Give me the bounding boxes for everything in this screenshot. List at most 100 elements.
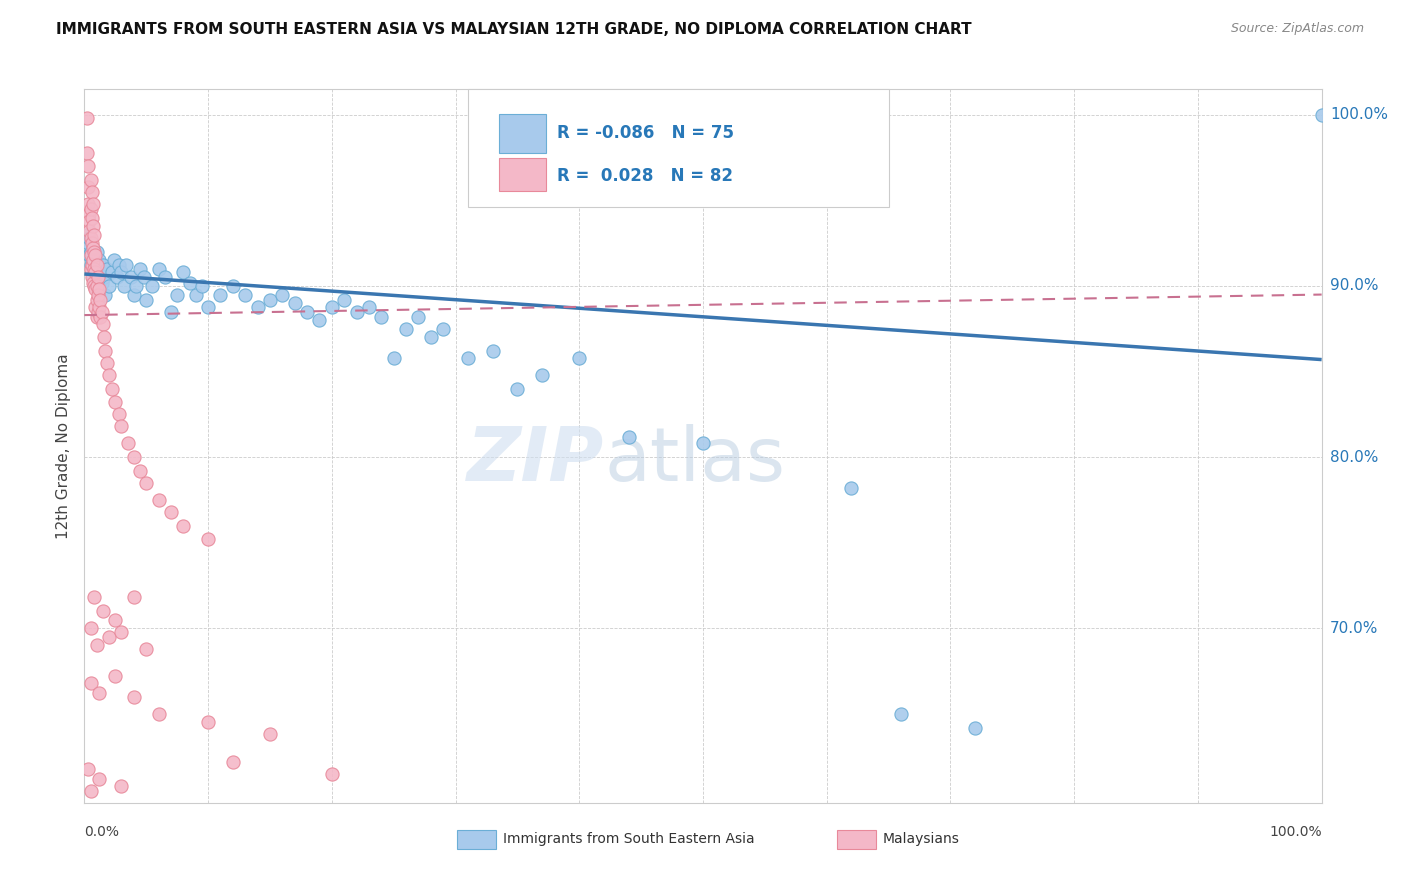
Point [76, 145, 98, 160]
Point [890, 706, 912, 721]
Point [86, 279, 108, 293]
Point [83, 244, 105, 259]
Text: R = -0.086   N = 75: R = -0.086 N = 75 [557, 125, 734, 143]
Point [432, 322, 454, 336]
Point [135, 293, 157, 307]
Point [110, 419, 132, 434]
Point [82, 276, 104, 290]
Point [86, 270, 108, 285]
Text: ZIP: ZIP [467, 424, 605, 497]
Point [79, 173, 101, 187]
Point [100, 382, 122, 396]
Point [481, 344, 503, 359]
Point [222, 279, 245, 293]
Point [87, 270, 110, 285]
Point [148, 706, 170, 721]
Point [122, 591, 145, 605]
Point [89, 253, 111, 268]
Point [86, 244, 108, 259]
Point [86, 310, 108, 324]
Point [148, 492, 170, 507]
Point [284, 296, 307, 310]
Point [82, 241, 104, 255]
Point [104, 613, 127, 627]
Point [179, 276, 201, 290]
Point [104, 669, 127, 683]
Point [160, 505, 183, 519]
Text: 80.0%: 80.0% [1330, 450, 1378, 465]
Point [87, 261, 110, 276]
Point [79, 248, 101, 262]
Point [115, 259, 138, 273]
Point [79, 248, 101, 262]
Point [89, 300, 111, 314]
Point [84, 300, 107, 314]
Point [246, 300, 269, 314]
Point [77, 159, 100, 173]
Point [89, 686, 111, 700]
Point [77, 179, 100, 194]
Point [90, 276, 112, 290]
Point [79, 784, 101, 798]
Point [222, 755, 245, 769]
Text: 100.0%: 100.0% [1270, 825, 1322, 839]
Point [82, 270, 104, 285]
Point [172, 518, 194, 533]
Point [965, 721, 987, 735]
Point [84, 248, 107, 262]
Point [91, 259, 114, 273]
Point [132, 270, 155, 285]
Text: Source: ZipAtlas.com: Source: ZipAtlas.com [1230, 22, 1364, 36]
Point [89, 282, 111, 296]
Point [259, 727, 281, 741]
Point [93, 270, 115, 285]
Point [91, 317, 114, 331]
Point [94, 344, 117, 359]
Text: IMMIGRANTS FROM SOUTH EASTERN ASIA VS MALAYSIAN 12TH GRADE, NO DIPLOMA CORRELATI: IMMIGRANTS FROM SOUTH EASTERN ASIA VS MA… [56, 22, 972, 37]
Point [122, 690, 145, 704]
Point [419, 330, 441, 344]
Point [76, 112, 98, 126]
Point [120, 270, 142, 285]
Point [98, 368, 121, 382]
Point [141, 279, 163, 293]
Point [77, 236, 100, 251]
Point [89, 293, 111, 307]
Point [191, 279, 214, 293]
FancyBboxPatch shape [499, 114, 546, 153]
Point [83, 265, 105, 279]
Text: 90.0%: 90.0% [1330, 278, 1378, 293]
Point [531, 368, 554, 382]
Point [80, 185, 103, 199]
Point [79, 224, 101, 238]
Point [76, 227, 98, 242]
Point [86, 639, 108, 653]
Point [333, 293, 356, 307]
Point [110, 265, 132, 279]
Point [408, 310, 430, 324]
Point [112, 279, 135, 293]
Point [79, 207, 101, 221]
Point [506, 382, 529, 396]
Point [82, 253, 104, 268]
Point [382, 351, 405, 365]
Point [308, 313, 330, 327]
Point [89, 310, 111, 324]
Point [122, 450, 145, 464]
Point [79, 231, 101, 245]
Text: 100.0%: 100.0% [1330, 107, 1388, 122]
Point [295, 304, 318, 318]
Point [79, 261, 101, 276]
Point [93, 330, 115, 344]
Point [80, 211, 103, 225]
Point [96, 356, 118, 370]
Point [94, 287, 117, 301]
Point [568, 351, 591, 365]
Point [259, 293, 281, 307]
Point [98, 279, 121, 293]
Point [346, 304, 368, 318]
Point [83, 261, 105, 276]
Point [271, 287, 294, 301]
Point [395, 322, 418, 336]
Point [86, 293, 108, 307]
